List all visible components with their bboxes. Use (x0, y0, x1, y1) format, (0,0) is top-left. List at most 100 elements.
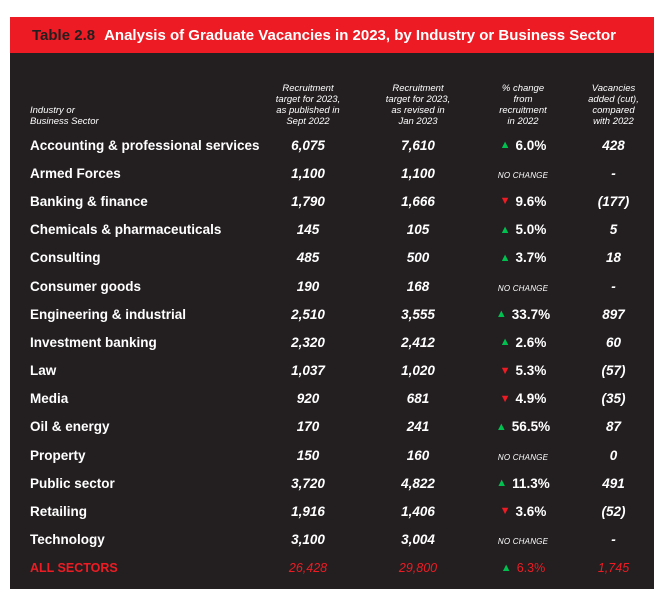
added-cell: 897 (602, 306, 625, 322)
table-row: Armed Forces 1,100 1,100 NO CHANGE - (10, 159, 654, 187)
vacancies-table: Industry or Business Sector Recruitment ta… (10, 67, 654, 582)
header-industry: Industry or Business Sector (30, 105, 99, 127)
added-cell: (177) (597, 193, 630, 209)
revised-cell: 500 (406, 250, 430, 266)
revised-cell: 3,004 (401, 532, 435, 548)
change-value: 2.6% (515, 334, 547, 350)
added-cell: (52) (601, 504, 626, 520)
revised-cell: 681 (406, 391, 430, 407)
header-row: Industry or Business Sector Recruitment ta… (10, 67, 654, 131)
title-bar: Table 2.8 Analysis of Graduate Vacancies… (10, 17, 654, 53)
change-value: 56.5% (511, 419, 551, 435)
table-number: Table 2.8 (32, 26, 96, 44)
industry-cell: Investment banking (30, 334, 157, 350)
table-row: Law 1,037 1,020 ▼ 5.3% (57) (10, 357, 654, 385)
revised-cell: 7,610 (401, 137, 435, 153)
change-cell: ▲ 5.0% (473, 216, 573, 244)
revised-cell: 1,100 (401, 165, 435, 181)
change-value: 6.3% (516, 560, 546, 575)
header-added: Vacancies added (cut), compared with 2022 (588, 83, 639, 127)
added-cell: 1,745 (597, 560, 630, 575)
change-cell: ▼ 4.9% (473, 385, 573, 413)
table-row: Retailing 1,916 1,406 ▼ 3.6% (52) (10, 497, 654, 525)
change-cell: ▼ 5.3% (473, 357, 573, 385)
published-cell: 1,100 (291, 165, 325, 181)
published-cell: 2,320 (291, 334, 325, 350)
added-cell: 0 (609, 447, 618, 463)
table-row: Media 920 681 ▼ 4.9% (35) (10, 385, 654, 413)
industry-cell: Media (30, 391, 69, 407)
table-row: Public sector 3,720 4,822 ▲ 11.3% 491 (10, 469, 654, 497)
published-cell: 920 (296, 391, 320, 407)
change-cell: NO CHANGE (473, 526, 573, 554)
table-row: Consulting 485 500 ▲ 3.7% 18 (10, 244, 654, 272)
change-cell: NO CHANGE (473, 272, 573, 300)
table-row: Investment banking 2,320 2,412 ▲ 2.6% 60 (10, 328, 654, 356)
revised-cell: 105 (406, 222, 430, 238)
table-row: Property 150 160 NO CHANGE 0 (10, 441, 654, 469)
added-cell: - (611, 532, 616, 548)
industry-cell: Consulting (30, 250, 101, 266)
revised-cell: 160 (406, 447, 430, 463)
triangle-up-icon: ▲ (500, 561, 512, 574)
change-cell: ▼ 3.6% (473, 497, 573, 525)
triangle-up-icon: ▲ (496, 477, 508, 490)
industry-cell: Accounting & professional services (30, 137, 260, 153)
industry-cell: Public sector (30, 475, 115, 491)
published-cell: 145 (296, 222, 320, 238)
change-cell: ▲ 6.3% (473, 554, 573, 582)
triangle-up-icon: ▲ (499, 251, 511, 264)
revised-cell: 4,822 (401, 475, 435, 491)
change-cell: ▲ 2.6% (473, 328, 573, 356)
change-cell: ▲ 33.7% (473, 300, 573, 328)
change-cell: ▲ 11.3% (473, 469, 573, 497)
triangle-down-icon: ▼ (499, 505, 511, 518)
revised-cell: 2,412 (401, 334, 435, 350)
published-cell: 1,790 (291, 193, 325, 209)
no-change-label: NO CHANGE (497, 170, 549, 180)
table-row: Technology 3,100 3,004 NO CHANGE - (10, 526, 654, 554)
revised-cell: 241 (406, 419, 430, 435)
industry-cell: Technology (30, 532, 105, 548)
change-cell: ▲ 6.0% (473, 131, 573, 159)
triangle-down-icon: ▼ (499, 364, 511, 377)
table-row: Banking & finance 1,790 1,666 ▼ 9.6% (177) (10, 187, 654, 215)
change-cell: NO CHANGE (473, 159, 573, 187)
published-cell: 26,428 (288, 560, 328, 575)
published-cell: 3,720 (291, 475, 325, 491)
added-cell: - (611, 165, 616, 181)
change-cell: ▲ 3.7% (473, 244, 573, 272)
change-cell: ▲ 56.5% (473, 413, 573, 441)
industry-cell: Oil & energy (30, 419, 110, 435)
no-change-label: NO CHANGE (497, 537, 549, 547)
change-value: 33.7% (511, 306, 551, 322)
added-cell: 428 (602, 137, 625, 153)
change-cell: ▼ 9.6% (473, 187, 573, 215)
published-cell: 2,510 (291, 306, 325, 322)
no-change-label: NO CHANGE (497, 283, 549, 293)
revised-cell: 1,406 (401, 504, 435, 520)
industry-cell: Engineering & industrial (30, 306, 187, 322)
industry-cell: ALL SECTORS (30, 560, 118, 575)
change-value: 9.6% (515, 193, 547, 209)
table-row: Accounting & professional services 6,075 7… (10, 131, 654, 159)
added-cell: 87 (605, 419, 622, 435)
published-cell: 170 (296, 419, 320, 435)
added-cell: (57) (601, 363, 626, 379)
triangle-up-icon: ▲ (495, 308, 507, 321)
revised-cell: 168 (406, 278, 430, 294)
table-row: Oil & energy 170 241 ▲ 56.5% 87 (10, 413, 654, 441)
triangle-up-icon: ▲ (499, 336, 511, 349)
industry-cell: Banking & finance (30, 193, 148, 209)
change-value: 4.9% (515, 391, 547, 407)
header-change: % change from recruitment in 2022 (499, 83, 547, 127)
industry-cell: Property (30, 447, 86, 463)
change-value: 6.0% (515, 137, 547, 153)
added-cell: (35) (601, 391, 626, 407)
industry-cell: Consumer goods (30, 278, 142, 294)
change-value: 3.6% (515, 504, 547, 520)
revised-cell: 3,555 (401, 306, 435, 322)
industry-cell: Chemicals & pharmaceuticals (30, 222, 222, 238)
triangle-down-icon: ▼ (499, 392, 511, 405)
industry-cell: Armed Forces (30, 165, 121, 181)
